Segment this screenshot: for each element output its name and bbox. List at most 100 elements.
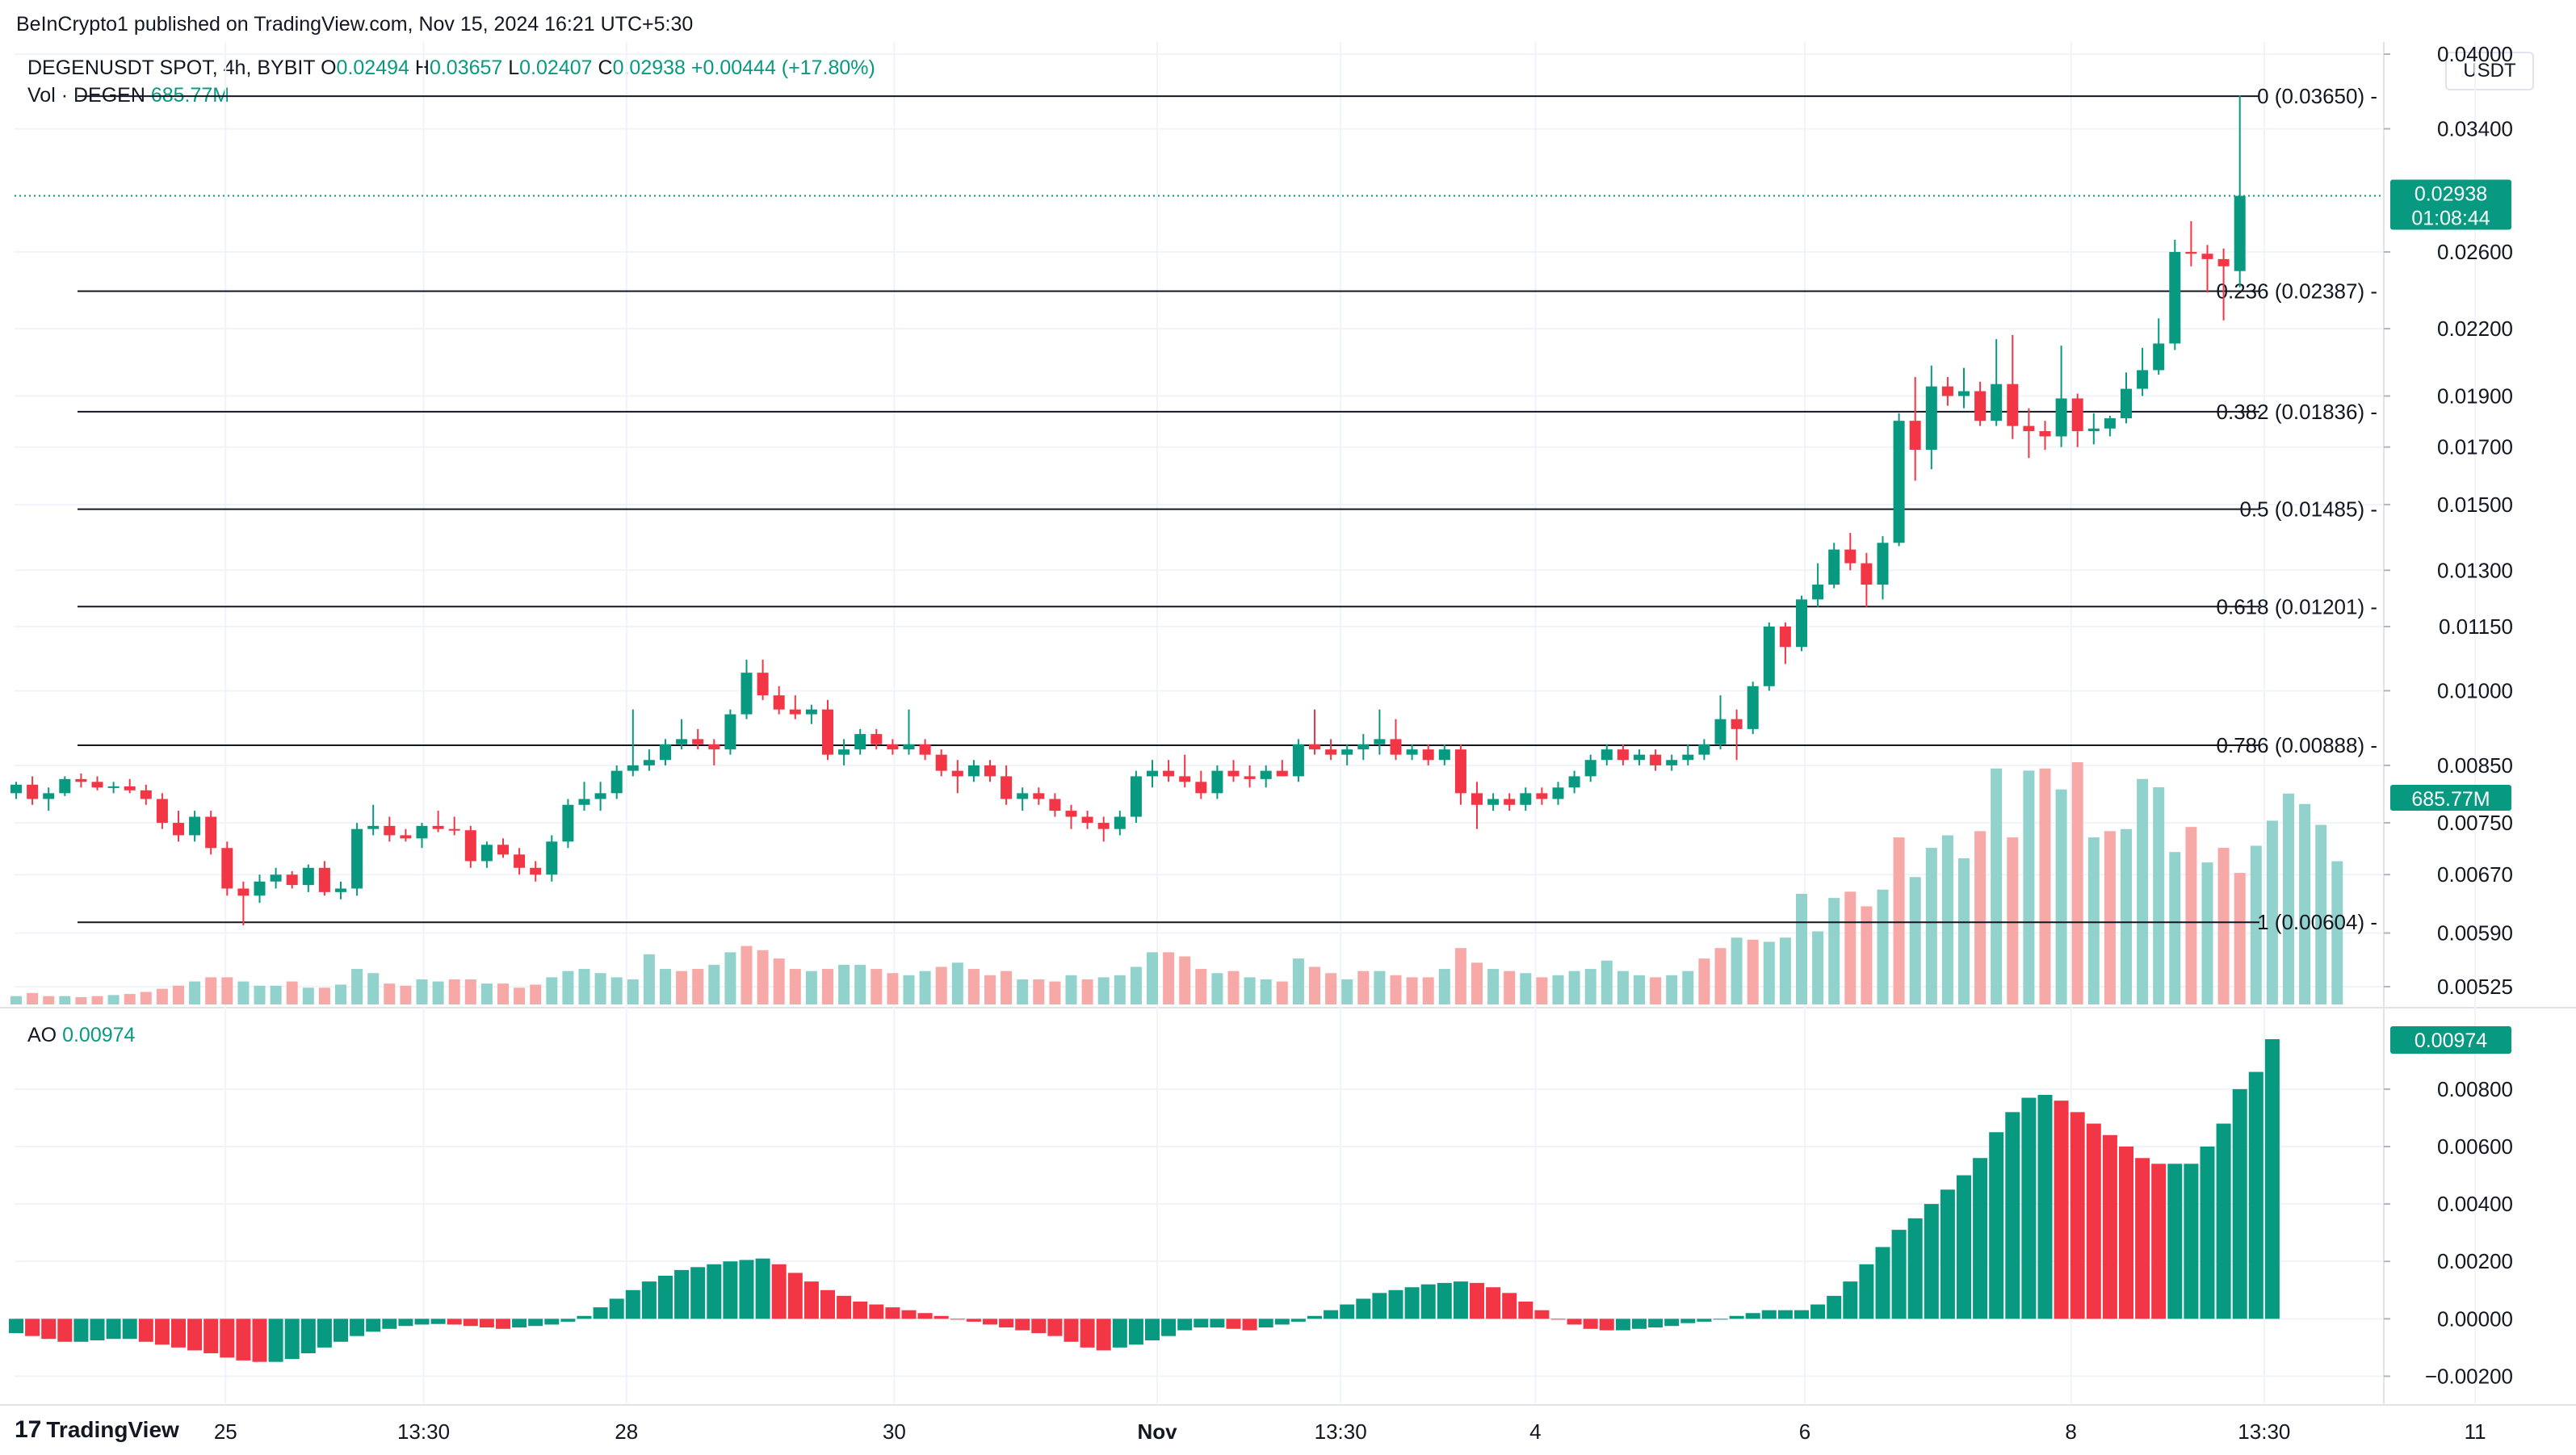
volume-bar	[448, 979, 460, 1004]
ao-bar	[983, 1319, 997, 1325]
volume-bar	[578, 969, 590, 1004]
candle-body	[740, 673, 753, 715]
ao-bar	[300, 1319, 316, 1353]
candle-body	[1698, 744, 1710, 755]
candle-body	[156, 799, 168, 824]
candle-body	[903, 744, 915, 750]
volume-bar	[2137, 778, 2149, 1004]
volume-bar	[464, 979, 476, 1004]
volume-bar	[627, 979, 639, 1004]
ao-bar	[73, 1319, 89, 1342]
ao-bar	[2021, 1097, 2037, 1319]
volume-bar	[2266, 820, 2278, 1004]
candle-body	[1471, 793, 1483, 805]
ao-bar	[122, 1319, 137, 1340]
volume-bar	[1341, 979, 1353, 1004]
ao-bar	[2086, 1123, 2101, 1319]
close-label: C	[598, 57, 613, 79]
candle-body	[1861, 563, 1873, 585]
candle-body	[1341, 749, 1353, 755]
volume-bar	[805, 971, 817, 1004]
ao-bar	[1599, 1319, 1614, 1331]
candle-body	[75, 778, 87, 782]
candle-body	[1130, 776, 1142, 817]
price-tick-label: 0.01150	[2439, 614, 2513, 639]
ao-bar	[658, 1276, 673, 1319]
candle-body	[594, 793, 606, 799]
ao-bar	[203, 1319, 219, 1353]
volume-bar	[237, 981, 250, 1004]
ao-bar	[1112, 1319, 1127, 1348]
candle-body	[1974, 391, 1987, 421]
ao-tick-label: 0.00600	[2437, 1134, 2513, 1159]
ao-bar	[1924, 1204, 1939, 1319]
ao-bar	[1502, 1293, 1517, 1319]
candle-body	[1601, 749, 1613, 761]
volume-bar	[1504, 971, 1516, 1004]
symbol-name[interactable]: DEGENUSDT SPOT, 4h, BYBIT	[27, 57, 316, 79]
candle-body	[1991, 384, 2003, 421]
ao-bar	[187, 1319, 203, 1351]
price-tick-label: 0.00670	[2437, 862, 2513, 887]
volume-bar	[2250, 845, 2262, 1004]
volume-bar	[562, 971, 574, 1004]
ao-bar	[496, 1319, 510, 1329]
ao-bar	[2135, 1158, 2150, 1319]
candle-body	[1097, 823, 1110, 829]
volume-label[interactable]: Vol · DEGEN	[27, 84, 145, 107]
fibonacci-retracement[interactable]: 0 (0.03650) - 0.236 (0.02387) - 0.382 (0.0…	[78, 84, 2377, 934]
symbol-legend[interactable]: DEGENUSDT SPOT, 4h, BYBIT O0.02494 H0.03…	[27, 57, 875, 80]
volume-bar	[2185, 827, 2197, 1004]
volume-bar	[1974, 831, 1987, 1004]
ao-bar	[1567, 1319, 1582, 1325]
axes[interactable]: 2513:302830Nov13:3046813:3011131513:300.…	[214, 42, 2576, 1444]
ao-bar	[2151, 1164, 2167, 1319]
candle-body	[627, 765, 639, 771]
volume-bar	[2153, 787, 2165, 1004]
volume-bar	[2331, 861, 2343, 1004]
volume-bar	[384, 983, 396, 1004]
price-tick-label: 0.00525	[2437, 975, 2513, 999]
ao-legend[interactable]: AO 0.00974	[27, 1024, 135, 1047]
volume-bar	[173, 985, 184, 1004]
volume-bar	[1487, 969, 1500, 1004]
ao-bar	[885, 1307, 900, 1319]
volume-legend[interactable]: Vol · DEGEN 685.77M	[27, 84, 229, 107]
ao-bar	[2054, 1101, 2069, 1319]
ao-bar	[1761, 1310, 1777, 1319]
volume-bar	[1097, 977, 1110, 1004]
candle-body	[935, 754, 947, 771]
volume-bar	[2104, 831, 2116, 1004]
candle-body	[1877, 543, 1889, 585]
currency-button[interactable]: USDT	[2445, 52, 2534, 90]
volume-bar	[1844, 891, 1856, 1004]
volume-bar	[2283, 793, 2294, 1004]
volume-bar	[514, 987, 526, 1004]
ao-bar	[138, 1319, 153, 1342]
ao-bar	[1615, 1319, 1630, 1331]
volume-bar	[1796, 893, 1807, 1004]
candle-body	[1357, 744, 1370, 750]
ao-bar	[463, 1319, 478, 1327]
price-tick-label: 0.02200	[2437, 317, 2513, 341]
candle-body	[416, 825, 428, 839]
ao-value-tag-bg	[2390, 1026, 2511, 1055]
candle-body	[1033, 793, 1045, 799]
ao-bar	[2200, 1147, 2215, 1319]
candle-body	[27, 784, 39, 799]
volume-bar	[205, 977, 217, 1004]
candles[interactable]	[10, 95, 2382, 925]
ao-label[interactable]: AO	[27, 1024, 57, 1046]
candle-body	[91, 782, 103, 788]
candle-body	[270, 874, 282, 882]
tradingview-logo[interactable]: 17 TradingView	[15, 1416, 179, 1444]
ao-bar	[674, 1269, 690, 1319]
ao-bar	[1518, 1302, 1533, 1319]
open-label: O	[321, 57, 337, 79]
candle-body	[254, 881, 266, 896]
tradingview-brand: TradingView	[46, 1417, 179, 1442]
volume-bar	[1877, 889, 1889, 1004]
ao-bar	[25, 1319, 40, 1336]
volume-bar	[286, 981, 298, 1004]
